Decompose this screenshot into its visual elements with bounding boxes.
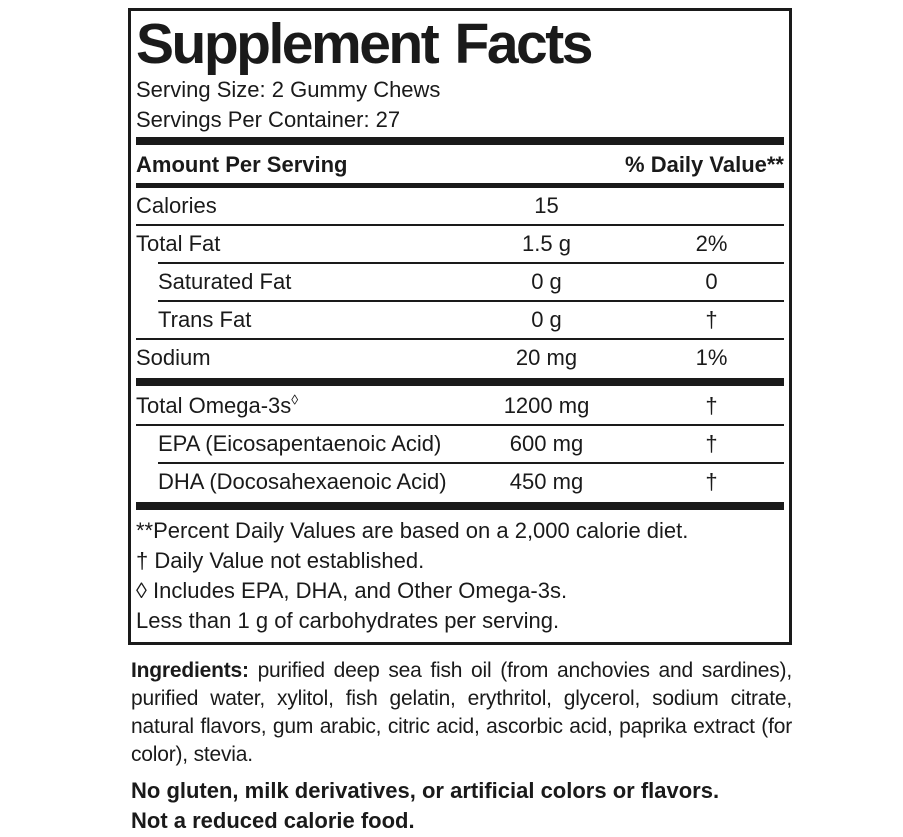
panel-title: Supplement Facts [136, 12, 593, 76]
claim-not-reduced-calorie: Not a reduced calorie food. [131, 808, 415, 833]
nutrient-daily-value: 2% [695, 231, 728, 256]
claim-no-gluten: No gluten, milk derivatives, or artifici… [131, 778, 720, 803]
table-row: Saturated Fat 0 g 0 [136, 264, 784, 300]
servings-per-container: Servings Per Container: 27 [136, 107, 401, 132]
claims-section: No gluten, milk derivatives, or artifici… [131, 776, 792, 836]
nutrient-name: Total Fat [136, 231, 221, 256]
nutrient-amount: 15 [534, 193, 559, 218]
table-header-row: Amount Per Serving % Daily Value** [136, 147, 784, 183]
header-amount-per-serving: Amount Per Serving [136, 152, 348, 177]
footnote-lozenge: ◊ Includes EPA, DHA, and Other Omega-3s. [136, 578, 568, 603]
footnote-carbohydrates: Less than 1 g of carbohydrates per servi… [136, 608, 560, 633]
table-row: Total Omega-3s◊ 1200 mg † [136, 388, 784, 424]
thick-divider-top [136, 137, 784, 145]
nutrient-amount: 450 mg [509, 469, 584, 494]
table-row: EPA (Eicosapentaenoic Acid) 600 mg † [136, 426, 784, 462]
ingredients-label: Ingredients: [131, 659, 249, 682]
supplement-facts-panel: Supplement Facts Serving Size: 2 Gummy C… [128, 8, 792, 645]
row-separator [158, 300, 784, 302]
row-separator [136, 224, 784, 226]
nutrient-name-text: Total Omega-3s [136, 393, 292, 418]
nutrient-amount: 600 mg [509, 431, 584, 456]
table-row: Sodium 20 mg 1% [136, 340, 784, 376]
nutrient-daily-value: 0 [705, 269, 718, 294]
row-separator [158, 462, 784, 464]
ingredients-text: purified deep sea fish oil (from anchovi… [131, 659, 792, 766]
below-panel-section: Ingredients: purified deep sea fish oil … [131, 657, 792, 836]
table-row: Trans Fat 0 g † [136, 302, 784, 338]
nutrient-daily-value: 1% [695, 345, 728, 370]
row-separator [136, 338, 784, 340]
nutrient-name: Total Omega-3s◊ [136, 393, 454, 419]
header-daily-value: % Daily Value** [625, 152, 784, 177]
table-row: Calories 15 [136, 188, 784, 224]
nutrient-daily-value: † [705, 393, 718, 418]
row-separator [136, 424, 784, 426]
table-row: DHA (Docosahexaenoic Acid) 450 mg † [136, 464, 784, 500]
nutrient-name: Trans Fat [158, 307, 252, 332]
nutrient-daily-value: † [705, 431, 718, 456]
nutrient-amount: 20 mg [515, 345, 578, 370]
nutrient-amount: 0 g [531, 307, 562, 332]
nutrient-amount: 0 g [531, 269, 562, 294]
thick-divider-middle [136, 378, 784, 386]
footnote-daily-values: **Percent Daily Values are based on a 2,… [136, 518, 689, 543]
nutrient-name: DHA (Docosahexaenoic Acid) [158, 469, 447, 494]
lozenge-symbol: ◊ [291, 391, 299, 408]
footnotes-section: **Percent Daily Values are based on a 2,… [136, 512, 784, 636]
table-row: Total Fat 1.5 g 2% [136, 226, 784, 262]
nutrient-name: Sodium [136, 345, 211, 370]
ingredients-paragraph: Ingredients: purified deep sea fish oil … [131, 657, 792, 769]
nutrient-name: Saturated Fat [158, 269, 292, 294]
header-divider [136, 183, 784, 188]
nutrient-amount: 1.5 g [522, 231, 571, 256]
nutrient-daily-value: † [705, 469, 718, 494]
footnote-dagger: † Daily Value not established. [136, 548, 425, 573]
nutrient-amount: 1200 mg [503, 393, 590, 418]
thick-divider-bottom [136, 502, 784, 510]
nutrient-name: Calories [136, 193, 217, 218]
row-separator [158, 262, 784, 264]
serving-size: Serving Size: 2 Gummy Chews [136, 77, 441, 102]
nutrient-name: EPA (Eicosapentaenoic Acid) [158, 431, 442, 456]
nutrient-daily-value: † [705, 307, 718, 332]
